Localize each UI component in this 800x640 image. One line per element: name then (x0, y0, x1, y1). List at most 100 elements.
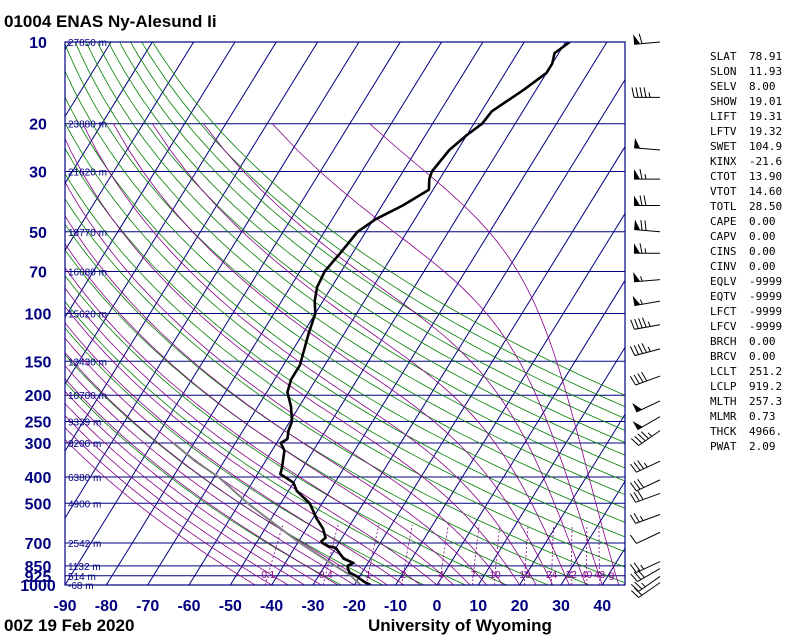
wind-barb-staff (634, 41, 661, 45)
wind-barb (630, 317, 661, 330)
isotherm-line (477, 346, 625, 585)
height-label: 21620 m (68, 168, 107, 179)
wind-barb (630, 430, 661, 446)
isotherm-line (65, 42, 401, 585)
mixing-ratio-line (401, 524, 413, 585)
moist-adiabat-line (65, 215, 487, 585)
wind-barbs-layer (629, 33, 661, 598)
dry-adiabat-line (152, 42, 625, 396)
index-value: 8.00 (749, 80, 776, 93)
index-value: -9999 (749, 320, 783, 333)
moist-adiabat-line (82, 123, 537, 585)
index-name: CAPV (710, 230, 737, 243)
wind-barb-flag (643, 87, 647, 98)
mixing-ratio-label: 24 (546, 570, 558, 581)
mixing-ratio-line (365, 524, 380, 585)
temperature-tick-label: 0 (433, 598, 442, 615)
wind-barb-staff (635, 492, 661, 503)
height-label: 1132 m (68, 562, 101, 573)
height-labels-layer: 27850 m 23880 m 21620 m 18770 m 16680 m 15620… (68, 38, 107, 592)
index-name: EQLV (710, 275, 737, 288)
mixing-ratio-label: 32 (566, 570, 578, 581)
mixing-ratio-line (551, 524, 555, 585)
wind-barb (634, 219, 661, 233)
temperature-tick-label: -40 (260, 598, 283, 615)
wind-barb-flag (633, 571, 642, 580)
pressure-tick-label: 50 (29, 225, 47, 242)
wind-barb-half-flag (639, 516, 644, 521)
wind-barb (630, 568, 661, 583)
wind-barb-pennant (634, 219, 641, 230)
mixing-ratio-line (493, 524, 501, 585)
pressure-tick-label: 850 (25, 559, 52, 576)
wind-barb-staff (634, 300, 661, 307)
wind-barb-flag (630, 590, 640, 598)
mixing-ratio-line (570, 524, 573, 585)
isotherm-line (65, 42, 277, 386)
wind-barb (630, 582, 661, 598)
height-label: 514 m (68, 572, 96, 583)
index-name: LFCV (710, 320, 737, 333)
wind-barb-flag (637, 569, 645, 578)
index-value: -9999 (749, 275, 783, 288)
wind-barb (632, 400, 661, 413)
wind-barb-flag (630, 573, 638, 582)
height-label: 4900 m (68, 499, 101, 510)
wind-barb-pennant (634, 243, 640, 254)
mixing-ratio-label: 2 (401, 570, 407, 581)
index-value: -9999 (749, 305, 783, 318)
wind-barb-flag (637, 490, 644, 500)
pressure-tick-label: 1000 (20, 578, 56, 595)
wind-barb-flag (633, 513, 640, 523)
isotherm-line (65, 42, 153, 185)
wind-barb-flag (637, 479, 645, 488)
wind-barb-flag (630, 583, 640, 592)
height-label: 18770 m (68, 228, 107, 239)
wind-barb-staff (636, 561, 661, 574)
index-value: 0.00 (749, 230, 776, 243)
index-name: LIFT (710, 110, 737, 123)
mixing-ratio-line (439, 524, 449, 585)
wind-barb-staff (636, 460, 661, 473)
wind-barb-pennant (634, 169, 640, 180)
dry-adiabat-line (65, 301, 466, 585)
index-row: SLAT 78.91 (710, 49, 798, 64)
temperature-tick-label: 10 (469, 598, 487, 615)
dry-adiabat-line (65, 43, 625, 495)
dry-adiabat-line (65, 122, 625, 538)
wind-barb-pennant (632, 421, 643, 430)
wind-barb-flag (639, 169, 643, 180)
dry-adiabat-line (97, 42, 625, 456)
index-row: CAPE 0.00 (710, 214, 798, 229)
wind-barb-flag (637, 344, 644, 354)
height-label: 15620 m (68, 310, 107, 321)
mixing-ratio-label: g (609, 570, 615, 581)
index-value: 0.73 (749, 410, 776, 423)
index-value: -9999 (749, 290, 783, 303)
index-row: BRCV 0.00 (710, 349, 798, 364)
mixing-ratio-line (264, 524, 284, 585)
index-row: CINS 0.00 (710, 244, 798, 259)
mixing-ratio-label: 16 (519, 570, 531, 581)
wind-barb (629, 531, 661, 544)
wind-barb-flag (633, 562, 641, 572)
temperature-tick-label: 20 (511, 598, 529, 615)
wind-barb-flag (634, 318, 639, 329)
index-name: MLTH (710, 395, 737, 408)
wind-barb-flag (637, 433, 646, 442)
index-row: EQTV -9999 (710, 289, 798, 304)
dry-adiabat-line (65, 147, 625, 553)
temperature-tick-label: -20 (343, 598, 366, 615)
dry-adiabat-line (65, 69, 625, 509)
index-row: THCK 4966. (710, 424, 798, 439)
mixing-ratio-label: 4 (438, 570, 444, 581)
index-row: CTOT 13.90 (710, 169, 798, 184)
wind-barb (629, 460, 661, 473)
temperature-layer (279, 42, 571, 585)
temperature-tick-label: 40 (593, 598, 611, 615)
temperature-tick-label: -10 (384, 598, 407, 615)
index-value: 19.31 (749, 110, 783, 123)
index-row: KINX -21.6 (710, 154, 798, 169)
dry-adiabat-line (108, 42, 625, 444)
index-row: SELV 8.00 (710, 79, 798, 94)
